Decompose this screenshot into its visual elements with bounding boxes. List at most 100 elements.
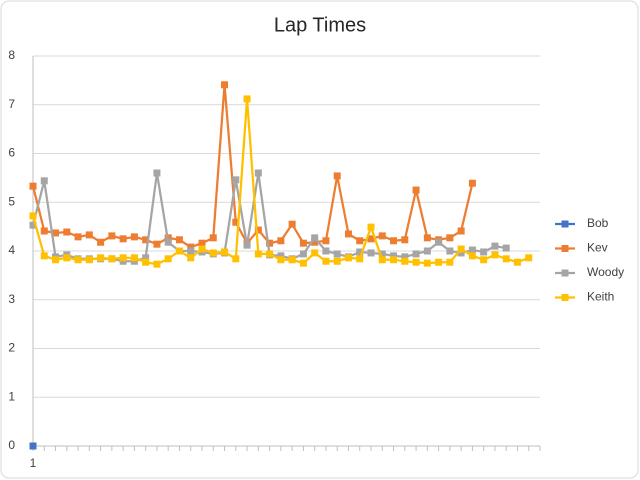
- data-point: [187, 243, 195, 251]
- data-point: [288, 256, 296, 264]
- data-point: [29, 442, 37, 450]
- data-point: [322, 237, 330, 245]
- data-point: [299, 239, 307, 247]
- data-point: [142, 258, 150, 266]
- y-tick-label: 7: [8, 97, 15, 111]
- data-point: [277, 252, 285, 260]
- data-point: [29, 221, 37, 229]
- y-tick-label: 1: [8, 389, 15, 403]
- data-point: [446, 247, 454, 255]
- data-point: [344, 254, 352, 262]
- data-point: [187, 254, 195, 262]
- data-point: [367, 249, 375, 257]
- data-point: [164, 238, 172, 246]
- data-point: [232, 218, 240, 226]
- data-point: [243, 95, 251, 103]
- data-point: [322, 257, 330, 265]
- data-point: [390, 237, 398, 245]
- data-point: [198, 239, 206, 247]
- data-point: [153, 260, 161, 268]
- x-tick-label: 1: [30, 456, 37, 470]
- data-point: [457, 245, 465, 253]
- data-point: [277, 237, 285, 245]
- data-point: [435, 238, 443, 246]
- data-point: [221, 81, 229, 89]
- data-point: [130, 254, 138, 262]
- data-point: [401, 253, 409, 261]
- data-point: [344, 230, 352, 238]
- data-point: [29, 212, 37, 220]
- data-point: [333, 172, 341, 180]
- data-point: [254, 250, 262, 258]
- data-point: [254, 226, 262, 234]
- data-point: [423, 247, 431, 255]
- data-point: [74, 233, 82, 241]
- legend-label: Keith: [587, 290, 614, 304]
- data-point: [333, 257, 341, 265]
- data-point: [513, 258, 521, 266]
- data-point: [390, 256, 398, 264]
- series-line: [31, 84, 474, 249]
- data-point: [288, 220, 296, 228]
- data-point: [232, 255, 240, 263]
- y-tick-label: 8: [8, 48, 15, 62]
- data-point: [412, 250, 420, 258]
- y-tick-label: 0: [8, 438, 15, 452]
- data-point: [74, 256, 82, 264]
- data-point: [367, 223, 375, 231]
- data-point: [243, 241, 251, 249]
- data-point: [119, 254, 127, 262]
- data-point: [457, 249, 465, 257]
- data-point: [423, 234, 431, 242]
- data-point: [85, 231, 93, 239]
- data-point: [390, 252, 398, 260]
- legend-marker: [561, 245, 569, 252]
- data-point: [130, 233, 138, 241]
- data-point: [175, 236, 183, 244]
- data-point: [119, 235, 127, 243]
- y-tick-label: 6: [8, 146, 15, 160]
- chart-title: Lap Times: [274, 14, 366, 36]
- data-point: [356, 255, 364, 263]
- data-point: [356, 237, 364, 245]
- legend-marker: [561, 294, 569, 301]
- data-point: [412, 186, 420, 194]
- legend-label: Bob: [587, 216, 609, 230]
- data-point: [153, 240, 161, 248]
- data-point: [85, 256, 93, 264]
- data-point: [311, 234, 319, 242]
- data-point: [480, 248, 488, 256]
- legend-label: Kev: [587, 241, 608, 255]
- y-tick-label: 4: [8, 243, 15, 257]
- legend-marker: [561, 220, 569, 228]
- data-point: [525, 254, 533, 262]
- data-point: [412, 258, 420, 266]
- data-point: [209, 249, 217, 257]
- data-point: [142, 254, 150, 262]
- data-point: [480, 256, 488, 264]
- data-point: [502, 255, 510, 263]
- data-point: [299, 259, 307, 267]
- data-point: [40, 227, 48, 235]
- data-point: [63, 228, 71, 236]
- data-point: [468, 179, 476, 187]
- data-point: [502, 244, 510, 252]
- data-point: [322, 247, 330, 255]
- data-point: [232, 176, 240, 184]
- data-point: [378, 250, 386, 258]
- data-point: [356, 248, 364, 256]
- data-point: [277, 256, 285, 264]
- data-point: [401, 257, 409, 265]
- data-point: [468, 252, 476, 260]
- data-point: [491, 242, 499, 250]
- data-point: [142, 236, 150, 244]
- data-point: [254, 169, 262, 177]
- data-point: [52, 229, 60, 237]
- data-point: [401, 236, 409, 244]
- data-point: [491, 251, 499, 259]
- data-point: [299, 250, 307, 258]
- legend-marker: [561, 269, 569, 277]
- data-point: [63, 254, 71, 262]
